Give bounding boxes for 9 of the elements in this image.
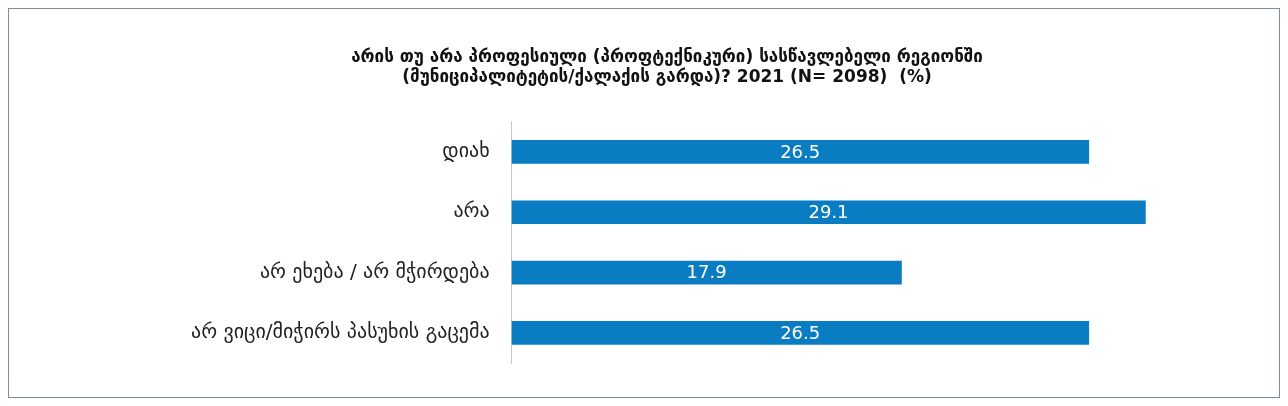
data-label: 26.5 [780,321,821,343]
data-label: 26.5 [780,140,821,162]
data-label: 29.1 [808,200,849,222]
y-tick-label: არა [453,198,490,223]
chart-title: არის თუ არა პროფესიული (პროფტექნიკური) სასწავლებელი რეგიონში (მუნიციპალიტეტის/ქალაქის გარდა)? 2021 (N= 2098) (%) [351,45,983,87]
data-label: 17.9 [686,261,727,283]
y-tick-label: არ ეხება / არ მჭირდება [259,258,490,283]
y-tick-label: დიახ [442,138,490,163]
y-tick-label: არ ვიცი/მიჭირს პასუხის გაცემა [190,319,490,344]
